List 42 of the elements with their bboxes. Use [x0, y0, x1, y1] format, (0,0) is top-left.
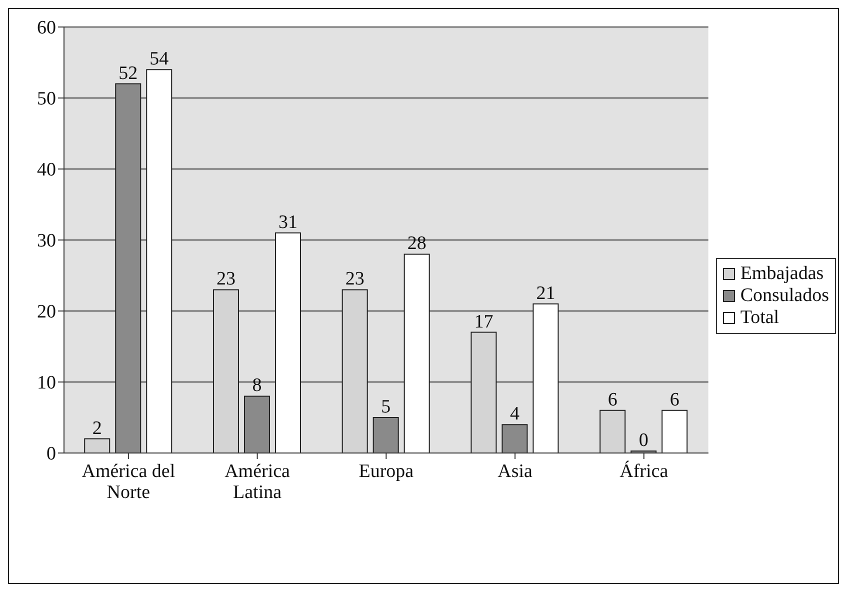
data-label: 52 [118, 62, 138, 84]
y-tick-label: 60 [37, 18, 56, 39]
data-label: 5 [381, 396, 391, 418]
legend-label: Embajadas [740, 263, 824, 285]
y-tick-label: 40 [37, 160, 56, 181]
x-tick-label: Asia [498, 461, 533, 482]
y-tick-label: 50 [37, 88, 56, 110]
bar [502, 424, 528, 453]
data-label: 2 [92, 418, 102, 439]
data-label: 31 [278, 212, 298, 233]
x-tick-label: América del Norte [82, 461, 176, 503]
data-label: 21 [536, 282, 556, 304]
bar [146, 69, 172, 453]
bar [115, 83, 142, 453]
data-label: 6 [608, 389, 618, 410]
bar [404, 254, 430, 453]
data-label: 23 [345, 268, 364, 290]
bar [274, 232, 301, 453]
y-tick-label: 30 [37, 230, 56, 252]
x-tick-label: América Latina [224, 461, 291, 503]
data-label: 0 [638, 430, 648, 451]
legend-label: Total [740, 307, 780, 329]
data-label: 54 [150, 48, 170, 70]
x-tick-label: Europa [358, 461, 414, 482]
bar [470, 332, 497, 453]
bar [372, 417, 399, 453]
bar [84, 438, 110, 453]
bar [212, 289, 239, 453]
y-tick-label: 0 [46, 444, 56, 465]
bar [342, 289, 368, 453]
bar [532, 303, 559, 453]
y-tick-label: 20 [37, 302, 56, 323]
data-label: 23 [216, 268, 236, 290]
legend-label: Consulados [740, 285, 829, 307]
bar [244, 396, 270, 453]
data-label: 4 [510, 404, 520, 425]
y-tick-label: 10 [37, 372, 56, 394]
x-tick-label: África [620, 460, 669, 482]
bar [662, 410, 688, 453]
data-label: 17 [474, 311, 494, 332]
data-label: 6 [670, 389, 680, 410]
bar [600, 410, 626, 453]
